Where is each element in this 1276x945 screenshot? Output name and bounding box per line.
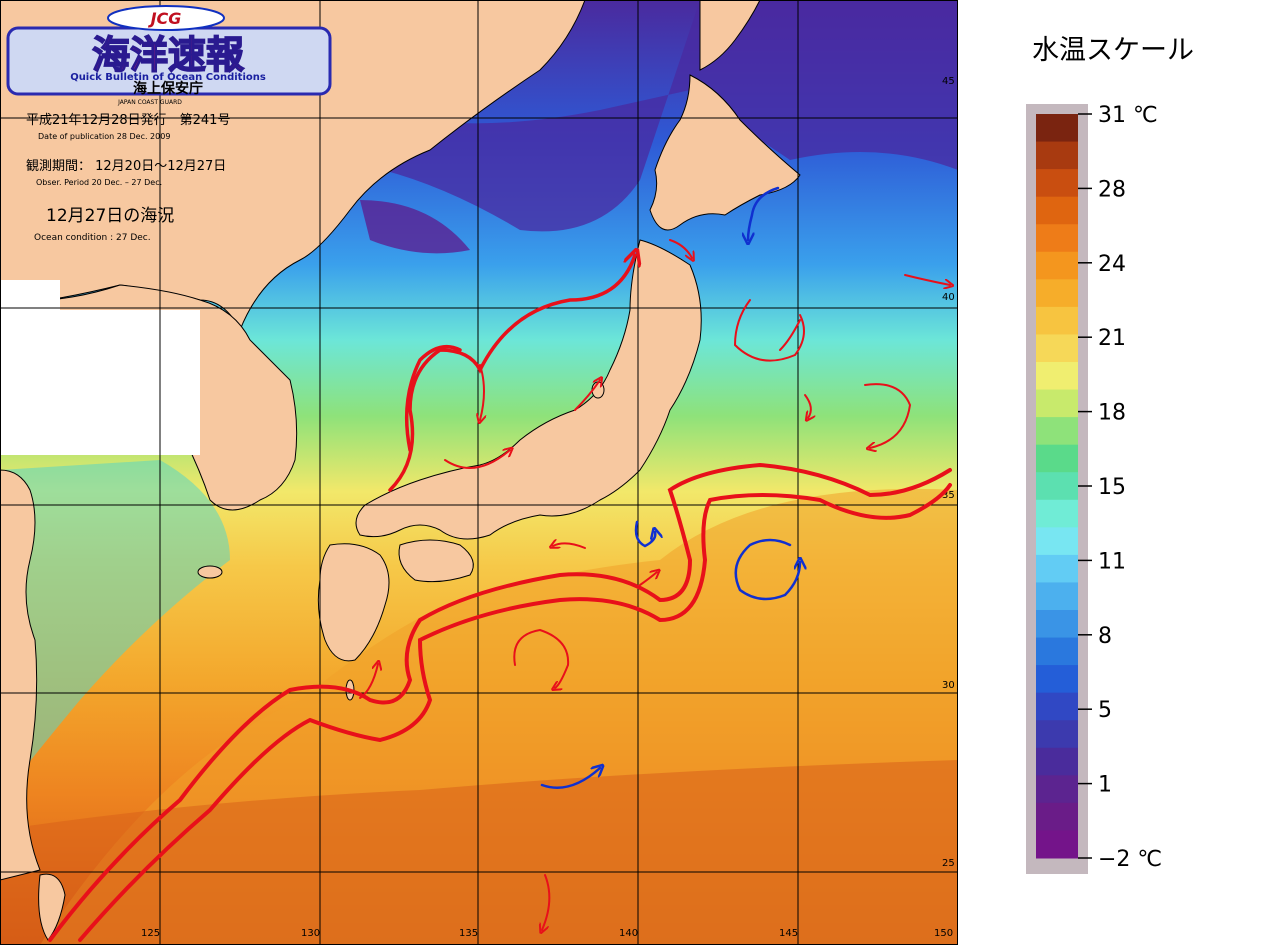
scale-band <box>1036 499 1078 528</box>
scale-band <box>1036 775 1078 804</box>
warm-current-arrows <box>388 255 635 492</box>
tsushima-current <box>388 255 635 492</box>
scale-band <box>1036 830 1078 859</box>
agency-jp: 海上保安庁 <box>133 80 203 97</box>
logo-top-badge <box>107 5 225 31</box>
scale-band <box>1036 692 1078 721</box>
scale-label: 31 ℃ <box>1098 103 1158 128</box>
lon-label-140: 140 <box>619 928 638 939</box>
scale-band <box>1036 444 1078 473</box>
scale-ticks <box>1078 113 1092 859</box>
scale-band <box>1036 306 1078 335</box>
lon-label-135: 135 <box>459 928 478 939</box>
land-china-coast <box>0 469 41 881</box>
scale-band <box>1036 362 1078 391</box>
jcg-logo: JCG 海洋速報 Quick Bulletin of Ocean Conditi… <box>6 5 332 106</box>
condition-jp: 12月27日の海況 <box>46 206 174 226</box>
lat-label-30: 30 <box>942 680 955 691</box>
scale-label: 21 <box>1098 326 1126 351</box>
logo-top-text: JCG <box>148 9 182 28</box>
scale-title: 水温スケール <box>1032 35 1194 66</box>
condition-en: Ocean condition : 27 Dec. <box>34 233 151 243</box>
no-data-bohai <box>0 280 60 310</box>
land-jeju <box>197 565 223 579</box>
scale-band <box>1036 802 1078 831</box>
scale-label: 5 <box>1098 698 1112 723</box>
scale-band <box>1036 196 1078 225</box>
agency-en: JAPAN COAST GUARD <box>117 99 182 106</box>
scale-band <box>1036 114 1078 143</box>
scale-band <box>1036 251 1078 280</box>
publication-en: Date of publication 28 Dec. 2009 <box>38 132 170 141</box>
publication-jp: 平成21年12月28日発行 第241号 <box>26 113 230 128</box>
lat-label-25: 25 <box>942 858 955 869</box>
scale-band <box>1036 554 1078 583</box>
kuroshio-current <box>48 462 952 942</box>
period-en: Obser. Period 20 Dec. – 27 Dec. <box>36 178 162 187</box>
land-hokkaido <box>649 74 801 231</box>
period-jp: 観測期間： 12月20日～12月27日 <box>26 159 226 174</box>
logo-title: 海洋速報 <box>92 33 244 77</box>
scale-band <box>1036 637 1078 666</box>
cold-water-zone-2 <box>360 200 470 254</box>
scale-band <box>1036 527 1078 556</box>
scale-band <box>1036 141 1078 170</box>
scale-band <box>1036 224 1078 253</box>
temperature-scale: 31 ℃ 28 24 21 18 15 11 8 5 1 −2 ℃ <box>1026 103 1162 874</box>
logo-subtitle: Quick Bulletin of Ocean Conditions <box>70 72 266 83</box>
lat-label-35: 35 <box>942 490 955 501</box>
scale-band <box>1036 417 1078 446</box>
scale-label: 11 <box>1098 549 1126 574</box>
scale-band <box>1036 169 1078 198</box>
warm-water-south <box>0 760 958 945</box>
lon-label-150: 150 <box>934 928 953 939</box>
lon-label-130: 130 <box>301 928 320 939</box>
scale-band <box>1036 279 1078 308</box>
scale-band <box>1036 747 1078 776</box>
scale-color-bands <box>1036 114 1078 859</box>
scale-label: 18 <box>1098 401 1126 426</box>
scale-label: −2 ℃ <box>1098 847 1162 872</box>
land-shikoku <box>398 539 474 583</box>
lon-label-125: 125 <box>141 928 160 939</box>
scale-label: 24 <box>1098 252 1126 277</box>
graticule <box>0 0 958 945</box>
scale-band <box>1036 334 1078 363</box>
lat-label-40: 40 <box>942 292 955 303</box>
scale-label: 8 <box>1098 624 1112 649</box>
no-data-yellow-sea <box>0 310 200 455</box>
cold-current-arrows <box>540 186 800 789</box>
scale-band <box>1036 665 1078 694</box>
eddy-arrows <box>359 239 950 930</box>
scale-band <box>1036 389 1078 418</box>
scale-label: 28 <box>1098 177 1126 202</box>
coastal-cool-water <box>0 460 230 800</box>
scale-labels: 31 ℃ 28 24 21 18 15 11 8 5 1 −2 ℃ <box>1098 103 1162 872</box>
land-taiwan <box>38 873 66 941</box>
sea-surface-temperature-map: 125 130 135 140 145 150 45 40 35 30 25 <box>0 0 958 945</box>
scale-band <box>1036 610 1078 639</box>
land-sakhalin <box>699 0 761 71</box>
scale-band <box>1036 720 1078 749</box>
cold-water-zone <box>330 0 958 232</box>
scale-band <box>1036 582 1078 611</box>
lon-label-145: 145 <box>779 928 798 939</box>
scale-band <box>1036 472 1078 501</box>
scale-label: 1 <box>1098 773 1112 798</box>
lat-label-45: 45 <box>942 76 955 87</box>
scale-label: 15 <box>1098 475 1126 500</box>
